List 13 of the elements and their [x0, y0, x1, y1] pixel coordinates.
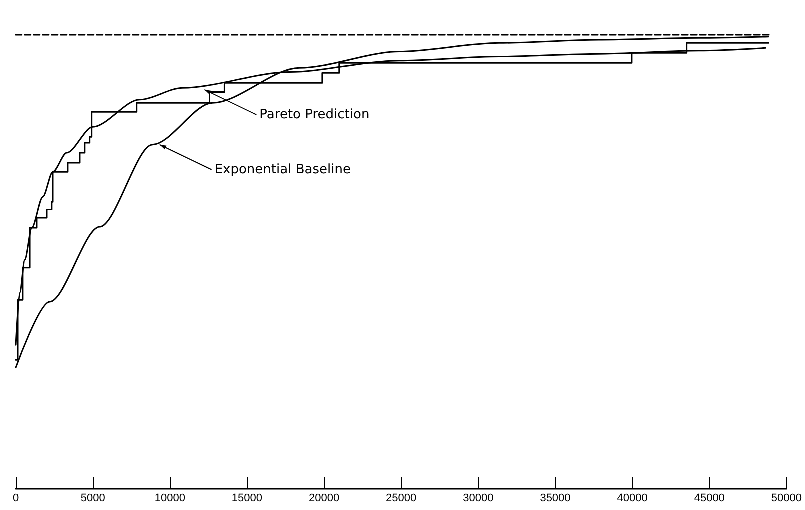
x-tick-label: 45000 [694, 492, 725, 504]
x-tick-label: 0 [12, 492, 20, 504]
x-tick-label: 15000 [232, 492, 263, 504]
annotation: Pareto Prediction [260, 107, 370, 122]
x-tick-label: 5000 [80, 492, 106, 504]
annotation: Exponential Baseline [214, 162, 351, 178]
x-tick-label: 30000 [463, 492, 494, 504]
x-tick-label: 50000 [771, 492, 802, 504]
x-tick-label: 35000 [540, 492, 571, 504]
x-tick-label: 20000 [308, 492, 340, 504]
x-tick-label: 10000 [154, 492, 186, 504]
x-tick-label: 40000 [617, 492, 648, 504]
x-tick-label: 25000 [386, 492, 417, 504]
